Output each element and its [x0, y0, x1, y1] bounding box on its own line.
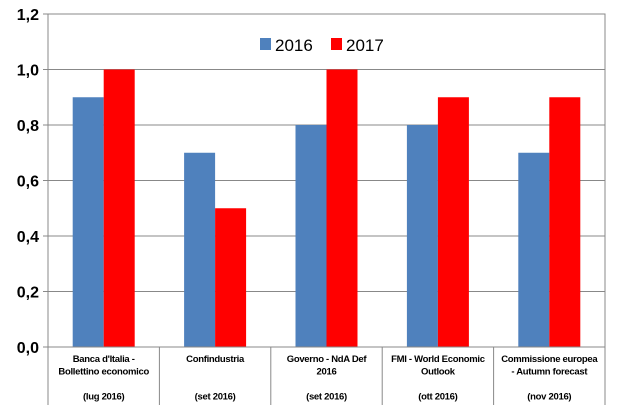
- x-category-label: Outlook: [421, 367, 456, 378]
- x-category-label: Bollettino economico: [58, 367, 149, 378]
- y-tick-label: 0,6: [17, 174, 39, 191]
- x-category-label: (set 2016): [195, 392, 236, 403]
- y-tick-label: 1,0: [17, 63, 39, 80]
- bar-2017-1: [103, 69, 135, 347]
- bar-2016-5: [518, 152, 550, 347]
- x-category-label: (set 2016): [306, 392, 347, 403]
- bar-2017-3: [326, 69, 358, 347]
- y-tick-label: 0,8: [17, 118, 39, 135]
- y-tick-label: 1,2: [17, 7, 39, 24]
- bar-2017-4: [437, 97, 469, 347]
- bar-2016-3: [295, 125, 327, 347]
- bar-2017-5: [549, 97, 581, 347]
- x-axis: Banca d'Italia - Bollettino economico (lug…: [47, 346, 606, 405]
- y-axis: 0,0 0,2 0,4 0,6 0,8 1,0 1,2: [17, 7, 48, 357]
- x-category-label: Confindustria: [186, 354, 245, 365]
- x-category-label: 2016: [317, 367, 337, 378]
- legend-label-2017: 2017: [346, 36, 384, 55]
- bar-2016-2: [184, 152, 216, 347]
- bar-2016-4: [406, 125, 438, 347]
- y-tick-label: 0,2: [17, 285, 39, 302]
- x-category-label: Governo - NdA Def: [287, 354, 368, 365]
- legend-swatch-2017: [331, 38, 342, 50]
- bar-2016-1: [72, 97, 104, 347]
- bar-2017-2: [215, 208, 247, 347]
- x-category-label: FMI - World Economic: [391, 354, 485, 365]
- bars: [72, 69, 581, 347]
- legend-swatch-2016: [260, 38, 271, 50]
- x-category-label: Commissione europea: [501, 354, 598, 365]
- x-category-label: Banca d'Italia -: [73, 354, 135, 365]
- legend: 2016 2017: [260, 36, 384, 55]
- y-tick-label: 0,4: [17, 229, 39, 246]
- legend-label-2016: 2016: [275, 36, 313, 55]
- x-category-label: (nov 2016): [527, 392, 571, 403]
- x-category-label: (ott 2016): [418, 392, 457, 403]
- x-category-label: - Autumn forecast: [511, 367, 588, 378]
- y-tick-label: 0,0: [17, 340, 39, 357]
- x-category-label: (lug 2016): [83, 392, 124, 403]
